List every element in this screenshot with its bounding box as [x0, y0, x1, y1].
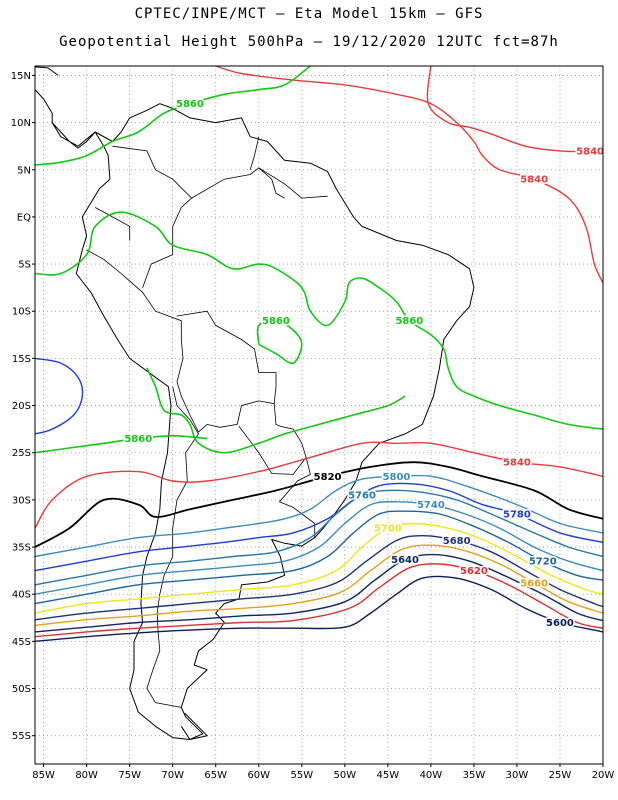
country-border [95, 207, 131, 241]
contour-5860 [34, 211, 604, 430]
lat-tick-label: 5S [18, 260, 31, 271]
contour-label-5840: 5840 [576, 146, 604, 157]
lon-tick-label: 55W [290, 770, 313, 781]
contour-5740 [34, 501, 604, 595]
contour-5800 [34, 474, 604, 558]
lat-tick-label: 30S [12, 495, 31, 506]
contour-label-5620: 5620 [460, 566, 488, 577]
contour-label-5860: 5860 [124, 434, 152, 445]
map-title-line-2: Geopotential Height 500hPa – 19/12/2020 … [59, 34, 559, 50]
lat-tick-label: 15N [11, 71, 31, 82]
country-border [238, 403, 307, 475]
contour-label-5680: 5680 [443, 536, 471, 547]
country-border [191, 167, 328, 199]
contour-5720 [34, 510, 604, 605]
grid-lines [35, 66, 604, 764]
lon-tick-label: 85W [32, 770, 55, 781]
lat-tick-label: 25S [12, 448, 31, 459]
coastline [51, 103, 475, 740]
contour-label-5860: 5860 [395, 316, 423, 327]
contour-5860 [34, 435, 208, 454]
country-border [258, 167, 285, 199]
lat-tick-label: 55S [12, 731, 31, 742]
contour-label-5800: 5800 [383, 472, 411, 483]
lon-tick-label: 60W [247, 770, 270, 781]
contour-label-5600: 5600 [546, 618, 574, 629]
lon-tick-label: 35W [463, 770, 486, 781]
country-border [176, 310, 277, 433]
lat-tick-label: 5N [17, 165, 31, 176]
country-border [112, 145, 193, 288]
country-border [279, 501, 316, 538]
lat-tick-label: 45S [12, 637, 31, 648]
country-border [146, 386, 199, 708]
contour-label-5720: 5720 [529, 557, 557, 568]
lon-tick-label: 25W [549, 770, 572, 781]
lat-tick-label: 10S [12, 307, 31, 318]
coastline [34, 66, 59, 76]
contour-labels: 5840 5840 5860 5860 5860 5860 5840 5820 5800 5780… [123, 98, 606, 631]
contour-5840 [34, 441, 604, 529]
country-border [86, 249, 184, 383]
axis-labels: 15N 10N 5N EQ 5S 10S 15S 20S 25S 30S 35S 40S 45S 50S 5… [11, 71, 615, 781]
contour-label-5840: 5840 [520, 175, 548, 186]
contour-5860 [256, 319, 303, 365]
contour-label-5660: 5660 [520, 578, 548, 589]
lat-tick-label: 35S [12, 543, 31, 554]
coastline-and-borders [34, 66, 475, 740]
coastline [180, 712, 208, 740]
lon-tick-label: 75W [118, 770, 141, 781]
lat-tick-label: EQ [17, 212, 31, 223]
lon-tick-label: 70W [161, 770, 184, 781]
contour-5700 [34, 522, 604, 614]
map-frame [34, 65, 604, 765]
lon-tick-label: 40W [420, 770, 443, 781]
lat-tick-label: 20S [12, 401, 31, 412]
contour-5860 [34, 65, 311, 166]
contour-label-5780: 5780 [503, 510, 531, 521]
country-border [279, 457, 311, 503]
lon-tick-label: 50W [334, 770, 357, 781]
country-border [249, 136, 260, 170]
contour-label-5860: 5860 [176, 99, 204, 110]
contour-label-5840: 5840 [503, 458, 531, 469]
lat-tick-label: 40S [12, 590, 31, 601]
lon-tick-label: 30W [506, 770, 529, 781]
contour-5680 [34, 535, 604, 621]
contour-5760 [34, 489, 604, 586]
lat-tick-label: 15S [12, 354, 31, 365]
map-title-line-1: CPTEC/INPE/MCT – Eta Model 15km – GFS [134, 6, 484, 22]
contour-5820 [34, 461, 604, 548]
lat-tick-label: 10N [11, 118, 31, 129]
contour-5620 [34, 563, 604, 638]
contour-lines [34, 65, 604, 643]
lon-tick-label: 80W [75, 770, 98, 781]
contour-label-5700: 5700 [374, 524, 402, 535]
contour-5660 [34, 544, 604, 626]
contour-5640 [34, 553, 604, 633]
contour-label-5640: 5640 [391, 555, 419, 566]
lon-tick-label: 45W [377, 770, 400, 781]
contour-label-5820: 5820 [314, 472, 342, 483]
contour-label-5740: 5740 [417, 500, 445, 511]
lat-tick-label: 50S [12, 684, 31, 695]
contour-label-5860: 5860 [262, 316, 290, 327]
contour-5580 [34, 357, 84, 435]
lon-tick-label: 65W [204, 770, 227, 781]
coastline [34, 89, 53, 123]
contour-5860 [146, 367, 406, 454]
contour-5840 [215, 65, 604, 284]
contour-5840 [426, 65, 604, 153]
lon-tick-label: 20W [592, 770, 615, 781]
contour-label-5760: 5760 [348, 491, 376, 502]
contour-5600 [34, 575, 604, 643]
